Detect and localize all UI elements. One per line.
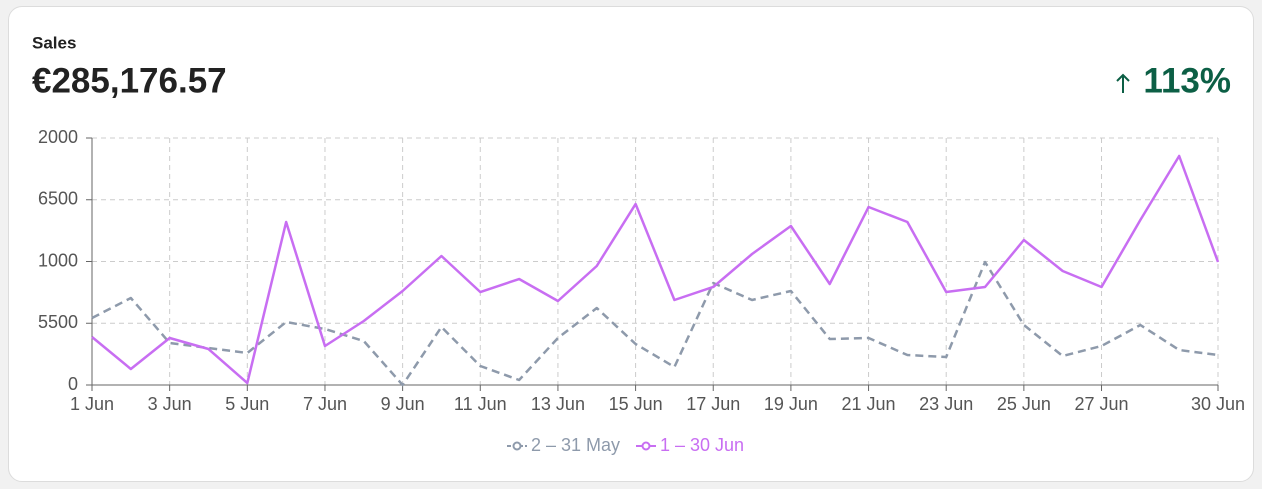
sales-amount: €285,176.57 (32, 61, 227, 100)
x-tick-label: 21 Jun (842, 394, 896, 414)
change-percent: 113% (1143, 61, 1231, 100)
x-tick-label: 25 Jun (997, 394, 1051, 414)
x-tick-label: 5 Jun (225, 394, 269, 414)
x-tick-label: 9 Jun (381, 394, 425, 414)
x-tick-label: 30 Jun (1191, 394, 1245, 414)
x-tick-label: 13 Jun (531, 394, 585, 414)
x-tick-label: 1 Jun (70, 394, 114, 414)
series-line (91, 260, 1219, 387)
card-title: Sales (32, 33, 76, 52)
legend-icon-dot (641, 441, 651, 451)
y-tick-label: 5500 (38, 312, 78, 332)
y-tick-label: 1000 (38, 250, 78, 270)
series-line (91, 154, 1220, 385)
legend-label: 2 – 31 May (531, 435, 620, 455)
x-tick-label: 17 Jun (686, 394, 740, 414)
x-tick-label: 19 Jun (764, 394, 818, 414)
x-tick-label: 23 Jun (919, 394, 973, 414)
y-tick-label: 6500 (38, 189, 78, 209)
x-tick-label: 3 Jun (148, 394, 192, 414)
sales-card (8, 6, 1254, 482)
up-arrow (1116, 73, 1130, 93)
x-tick-label: 11 Jun (454, 394, 507, 414)
x-tick-label: 27 Jun (1074, 394, 1128, 414)
legend-icon-dot (512, 441, 522, 451)
legend-label: 1 – 30 Jun (660, 435, 744, 455)
x-tick-label: 15 Jun (609, 394, 663, 414)
y-tick-label: 0 (68, 374, 78, 394)
y-tick-label: 2000 (38, 127, 78, 147)
x-tick-label: 7 Jun (303, 394, 347, 414)
